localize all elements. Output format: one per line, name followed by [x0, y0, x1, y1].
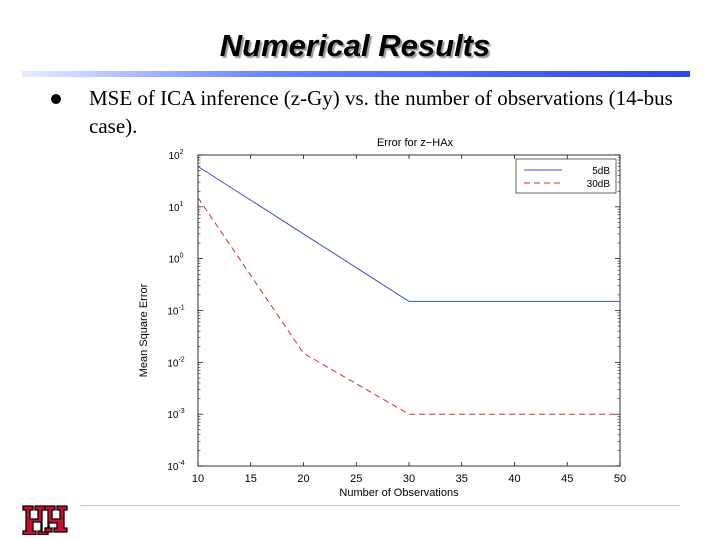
x-tick-label: 10 [192, 473, 204, 485]
legend-label-5dB: 5dB [592, 166, 610, 177]
series-line-30dB [197, 197, 620, 415]
y-tick-label: 10-3 [167, 408, 184, 421]
x-axis-label: Number of Observations [339, 487, 459, 499]
y-tick-label: 101 [168, 201, 183, 214]
chart-svg: Error for z−HAx 10 15 20 25 30 35 40 45 50 102 101 1… [138, 137, 626, 499]
x-tick-label: 20 [297, 473, 309, 485]
x-tick-label: 40 [508, 473, 520, 485]
x-tick-label: 30 [403, 473, 415, 485]
mse-chart: Error for z−HAx 10 15 20 25 30 35 40 45 50 102 101 1… [130, 130, 630, 510]
bullet-dot-icon [51, 94, 61, 104]
y-tick-label: 102 [168, 149, 183, 162]
y-tick-label: 10-4 [167, 460, 184, 473]
y-tick-label: 100 [168, 253, 183, 266]
x-tick-label: 15 [245, 473, 257, 485]
legend-box [515, 158, 617, 194]
y-tick-label: 10-2 [167, 356, 184, 369]
title-underline [22, 71, 690, 77]
series-line-5dB [197, 166, 620, 302]
x-tick-label: 45 [561, 473, 573, 485]
x-tick-label: 35 [456, 473, 468, 485]
plot-frame [197, 154, 621, 467]
bullet-text: MSE of ICA inference (z-Gy) vs. the numb… [89, 86, 673, 138]
x-tick-label: 25 [350, 473, 362, 485]
y-axis-label: Mean Square Error [138, 283, 150, 377]
legend-label-30dB: 30dB [587, 179, 611, 190]
x-tick-label: 50 [614, 473, 626, 485]
y-tick-label: 10-1 [167, 305, 184, 318]
chart-title: Error for z−HAx [377, 137, 454, 149]
uh-logo-icon [22, 505, 68, 535]
footer-rule [80, 505, 680, 506]
slide-title: Numerical Results [219, 28, 491, 63]
